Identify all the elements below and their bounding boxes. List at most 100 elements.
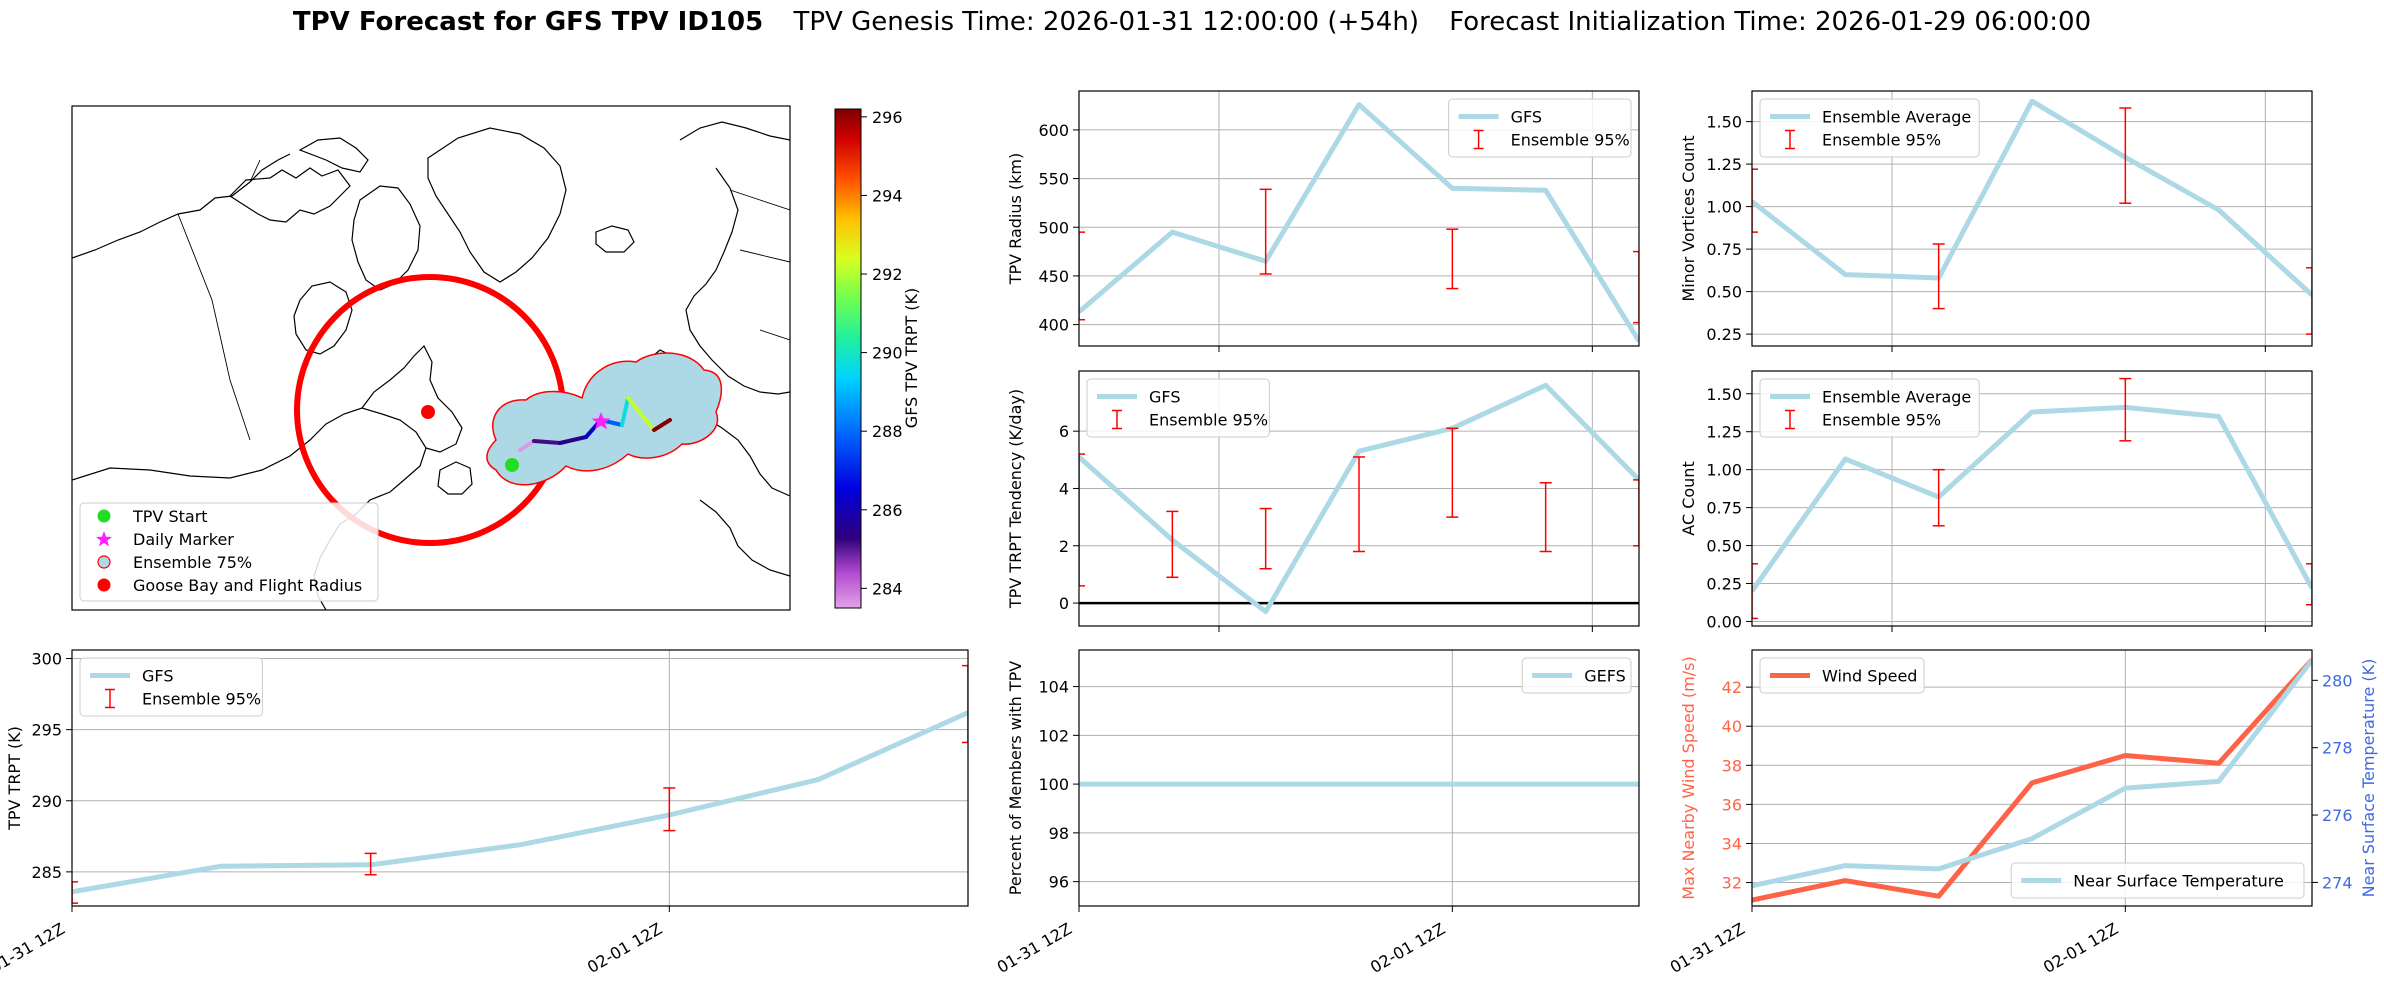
- track-segment: [532, 439, 562, 445]
- errorbar: [1079, 231, 1085, 321]
- chart-ac: 0.00 0.25 0.50 0.75 1.00 1.25 1.50 AC Count Ense…: [1679, 370, 2313, 632]
- map-legend-box: [79, 502, 379, 602]
- legend-box: [2010, 862, 2305, 899]
- y-tick-label: 96: [1049, 873, 1069, 892]
- track-segment: [518, 439, 536, 452]
- y-axis-label: Percent of Members with TPV: [1006, 661, 1025, 895]
- chart-wind_temp: 32 34 36 38 40 42 01-31 12Z 02-01 12Z Max Nearby…: [1667, 649, 2378, 977]
- y2-tick-label: 278: [2322, 739, 2353, 758]
- errorbar: [1079, 453, 1085, 587]
- y-axis-label: Max Nearby Wind Speed (m/s): [1679, 656, 1698, 899]
- y-tick-label: 0.50: [1706, 283, 1742, 302]
- y-tick-label: 295: [31, 721, 62, 740]
- legend-label: GFS: [142, 667, 173, 686]
- legend-box: [1521, 657, 1632, 694]
- plot-marks: [72, 664, 968, 904]
- legend-ensemble-label: Ensemble 75%: [133, 553, 252, 572]
- errorbar: [2306, 267, 2312, 335]
- y-tick-label: 0.50: [1706, 537, 1742, 556]
- legend-goose-icon: [97, 578, 111, 592]
- errorbar: [663, 787, 676, 832]
- legend-tpv-start-icon: [97, 509, 111, 523]
- coast-iceland: [595, 225, 635, 253]
- errorbar: [1166, 510, 1179, 579]
- legend-label: Ensemble 95%: [1511, 131, 1630, 150]
- legend-2: GFS Ensemble 95%: [1086, 378, 1270, 438]
- y-tick-label: 34: [1722, 834, 1742, 853]
- plot-marks: [1752, 658, 2312, 903]
- plot-frame: [1078, 90, 1640, 347]
- colorbar-tick-label: 284: [872, 579, 903, 598]
- colorbar-tick-label: 286: [872, 501, 903, 520]
- legend-label: Wind Speed: [1822, 667, 1917, 686]
- errorbar: [1932, 243, 1945, 310]
- coast-scandinavia: [679, 121, 790, 395]
- track-segment: [652, 418, 672, 432]
- y-tick-label: 0.25: [1706, 575, 1742, 594]
- track-segment: [620, 396, 630, 427]
- y2-tick-label: 274: [2322, 873, 2353, 892]
- x-tick-label: 02-01 12Z: [1367, 919, 1448, 977]
- y-tick-label: 38: [1722, 756, 1742, 775]
- legend-0: GFS Ensemble 95%: [1448, 98, 1632, 158]
- errorbar: [364, 852, 377, 876]
- errorbar: [1259, 507, 1272, 570]
- y-tick-label: 1.50: [1706, 385, 1742, 404]
- errorbar: [2306, 563, 2312, 606]
- y-tick-label: 40: [1722, 717, 1742, 736]
- y-tick-label: 6: [1059, 422, 1069, 441]
- y-tick-label: 0: [1059, 594, 1069, 613]
- y-tick-label: 450: [1038, 267, 1069, 286]
- coast-newfoundland: [437, 461, 473, 495]
- errorbar: [962, 664, 968, 744]
- plot-marks: [1079, 102, 1639, 343]
- y-axis-label: TPV Radius (km): [1006, 153, 1025, 286]
- y-tick-label: 42: [1722, 678, 1742, 697]
- y-tick-label: 1.50: [1706, 113, 1742, 132]
- errorbar: [2119, 107, 2132, 204]
- y-tick-label: 1.00: [1706, 461, 1742, 480]
- colorbar: 284 286 288 290 292 294 296 GFS TPV TRPT (K): [834, 108, 921, 609]
- y-tick-label: 550: [1038, 170, 1069, 189]
- legend-6b: Near Surface Temperature: [2010, 862, 2305, 899]
- series-line-0: [1752, 98, 2312, 297]
- plot-frame: [1078, 370, 1640, 627]
- legend-daily-marker-icon: [96, 531, 112, 547]
- y-axis-label: AC Count: [1679, 461, 1698, 535]
- coast-alaska: [72, 153, 291, 259]
- chart-tendency: 0 2 4 6 TPV TRPT Tendency (K/day) GFS Ensemble…: [1006, 370, 1640, 632]
- y-tick-label: 1.25: [1706, 423, 1742, 442]
- title-bold: TPV Forecast for GFS TPV ID105: [293, 7, 763, 37]
- legend-label: GFS: [1511, 108, 1542, 127]
- goose-bay-marker: [421, 405, 435, 419]
- x-tick-label: 02-01 12Z: [584, 919, 665, 977]
- legend-label: Near Surface Temperature: [2073, 872, 2284, 891]
- y-tick-label: 4: [1059, 479, 1069, 498]
- legend-label: Ensemble Average: [1822, 108, 1971, 127]
- chart-trpt: 285 290 295 300 01-31 12Z 02-01 12Z TPV TRPT (…: [0, 649, 969, 977]
- plot-marks: [1079, 382, 1639, 615]
- plot-marks: [1752, 98, 2312, 335]
- legend-ensemble-icon: [97, 555, 111, 569]
- legend-3: Ensemble Average Ensemble 95%: [1759, 378, 1980, 438]
- legend-label: Ensemble 95%: [1822, 411, 1941, 430]
- y2-axis-label: Near Surface Temperature (K): [2359, 659, 2378, 898]
- map-frame: [71, 105, 791, 611]
- coast-hudson: [293, 281, 353, 355]
- errorbar: [2119, 377, 2132, 442]
- colorbar-label: GFS TPV TRPT (K): [902, 288, 921, 428]
- x-tick-label: 01-31 12Z: [1667, 919, 1748, 977]
- errorbar: [1633, 250, 1639, 324]
- title-genesis: TPV Genesis Time: 2026-01-31 12:00:00 (+…: [792, 7, 1419, 37]
- y-tick-label: 0.25: [1706, 325, 1742, 344]
- chart-radius: 400 450 500 550 600 TPV Radius (km) GFS Ensembl…: [1006, 90, 1640, 352]
- y-tick-label: 300: [31, 650, 62, 669]
- coast-arctic-islands-2: [298, 137, 369, 173]
- legend-label: GEFS: [1584, 667, 1626, 686]
- coast-greenland: [427, 127, 567, 283]
- legend-box: [1759, 657, 1925, 694]
- y-tick-label: 104: [1038, 678, 1069, 697]
- y-axis-label: TPV TRPT Tendency (K/day): [1006, 389, 1025, 609]
- tpv-start-marker: [505, 458, 519, 472]
